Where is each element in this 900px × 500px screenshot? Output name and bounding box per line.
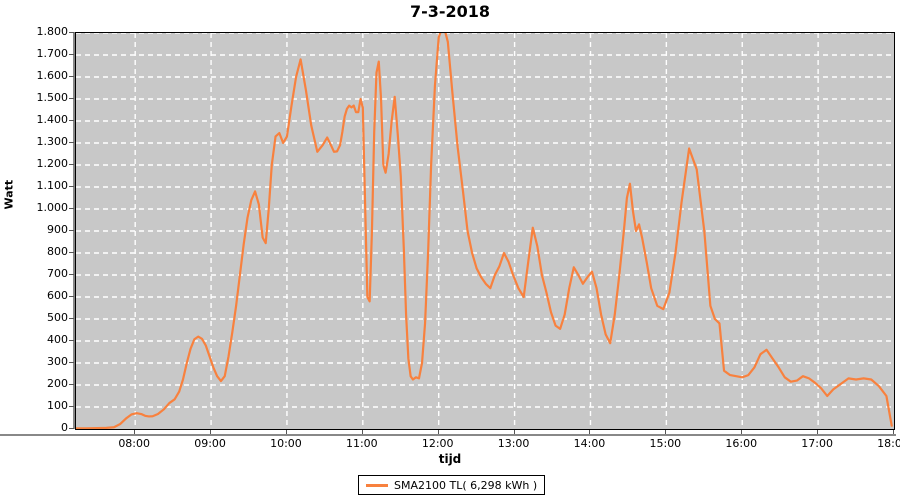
y-tick-mark	[69, 406, 74, 407]
x-tick-label: 15:00	[649, 437, 682, 450]
x-tick-label: 08:00	[118, 437, 151, 450]
x-tick-mark	[665, 429, 667, 434]
y-tick-mark	[69, 186, 74, 187]
y-tick-label: 1.800	[36, 25, 69, 38]
y-tick-mark	[69, 428, 74, 429]
y-tick-mark	[69, 98, 74, 99]
x-tick-mark	[817, 429, 819, 434]
y-axis-line	[73, 32, 75, 429]
y-tick-label: 1.100	[36, 179, 69, 192]
y-tick-mark	[69, 76, 74, 77]
plot-canvas	[76, 33, 894, 429]
y-tick-label: 300	[47, 355, 68, 368]
x-tick-label: 13:00	[497, 437, 530, 450]
x-tick-label: 12:00	[421, 437, 454, 450]
y-tick-label: 1.200	[36, 157, 69, 170]
y-tick-label: 800	[47, 245, 68, 258]
x-tick-label: 14:00	[573, 437, 606, 450]
y-tick-label: 1.000	[36, 201, 69, 214]
y-tick-mark	[69, 120, 74, 121]
x-tick-mark	[361, 429, 363, 434]
x-tick-label: 16:00	[725, 437, 758, 450]
y-tick-label: 1.600	[36, 69, 69, 82]
y-tick-mark	[69, 208, 74, 209]
y-tick-mark	[69, 230, 74, 231]
y-tick-mark	[69, 362, 74, 363]
x-tick-mark	[210, 429, 212, 434]
x-tick-mark	[893, 429, 894, 434]
series-color-swatch	[366, 483, 388, 487]
y-tick-label: 600	[47, 289, 68, 302]
x-tick-mark	[741, 429, 743, 434]
y-tick-mark	[69, 252, 74, 253]
y-tick-mark	[69, 164, 74, 165]
y-tick-mark	[69, 274, 74, 275]
y-tick-label: 900	[47, 223, 68, 236]
x-tick-mark	[513, 429, 515, 434]
x-tick-mark	[285, 429, 287, 434]
data-series-line	[76, 33, 893, 429]
x-tick-mark	[437, 429, 439, 434]
y-tick-mark	[69, 340, 74, 341]
x-tick-label: 17:00	[801, 437, 833, 450]
y-tick-label: 700	[47, 267, 68, 280]
y-tick-mark	[69, 318, 74, 319]
chart-legend[interactable]: SMA2100 TL( 6,298 kWh )	[358, 475, 546, 495]
y-tick-mark	[69, 142, 74, 143]
y-tick-label: 1.400	[36, 113, 69, 126]
y-tick-mark	[69, 384, 74, 385]
y-tick-mark	[69, 296, 74, 297]
y-tick-label: 200	[47, 377, 68, 390]
y-tick-label: 1.700	[36, 47, 69, 60]
horizontal-gridlines	[76, 33, 894, 408]
legend-series-label: SMA2100 TL( 6,298 kWh )	[394, 478, 538, 492]
y-tick-mark	[69, 54, 74, 55]
y-tick-mark	[69, 32, 74, 33]
x-tick-mark	[589, 429, 591, 434]
x-axis-line	[0, 434, 896, 436]
y-tick-label: 500	[47, 311, 68, 324]
x-tick-label: 11:00	[345, 437, 378, 450]
x-axis-label: tijd	[438, 452, 462, 466]
x-tick-mark	[134, 429, 136, 434]
chart-title: 7-3-2018	[409, 2, 491, 21]
plot-area	[75, 32, 895, 430]
y-tick-label: 0	[61, 421, 68, 434]
x-tick-label: 10:00	[270, 437, 302, 450]
x-tick-label: 18:00	[877, 437, 900, 450]
y-tick-label: 100	[47, 399, 68, 412]
y-tick-label: 1.300	[36, 135, 69, 148]
vertical-gridlines	[134, 33, 819, 429]
y-tick-label: 1.500	[36, 91, 69, 104]
x-tick-label: 09:00	[194, 437, 226, 450]
y-tick-label: 400	[47, 333, 68, 346]
